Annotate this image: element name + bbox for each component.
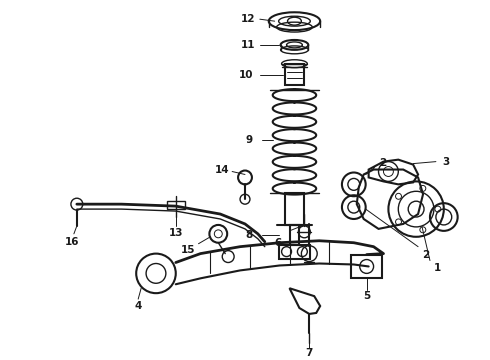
- Text: 15: 15: [180, 245, 195, 255]
- Text: 8: 8: [245, 230, 252, 240]
- Text: 2: 2: [379, 158, 386, 168]
- Text: 2: 2: [422, 249, 430, 260]
- Text: 16: 16: [65, 237, 79, 247]
- Bar: [285, 193, 304, 225]
- Bar: [167, 201, 185, 209]
- Text: 3: 3: [442, 157, 449, 167]
- Text: 13: 13: [169, 228, 183, 238]
- Text: 6: 6: [274, 238, 281, 248]
- Text: 10: 10: [239, 69, 253, 80]
- Text: 7: 7: [306, 347, 313, 357]
- Text: 5: 5: [363, 291, 370, 301]
- Bar: [279, 245, 310, 258]
- Text: 12: 12: [241, 14, 255, 24]
- Text: 4: 4: [134, 301, 142, 311]
- Text: 9: 9: [245, 135, 252, 145]
- Bar: [351, 255, 383, 278]
- Text: 11: 11: [241, 40, 255, 50]
- Text: 14: 14: [215, 165, 229, 175]
- Text: 1: 1: [434, 264, 441, 274]
- Bar: [290, 225, 299, 245]
- Bar: [285, 64, 304, 85]
